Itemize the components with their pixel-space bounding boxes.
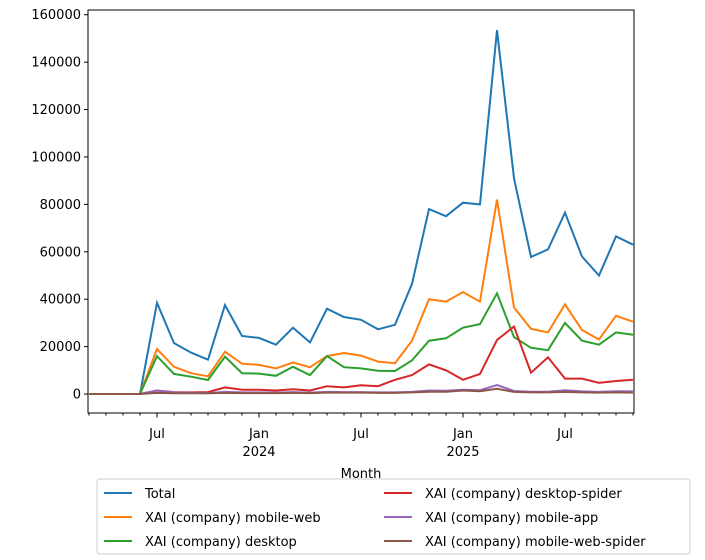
- x-axis-label: Month: [341, 467, 382, 482]
- y-tick-label: 0: [73, 388, 81, 403]
- legend-label-1: XAI (company) mobile-web: [145, 511, 321, 526]
- series-line-0: [89, 30, 634, 395]
- y-tick-label: 80000: [40, 198, 81, 213]
- x-tick-label: Jul: [148, 427, 165, 442]
- legend-label-0: Total: [144, 487, 175, 502]
- x-tick-year: 2024: [242, 445, 275, 460]
- x-tick-label: Jan: [452, 427, 473, 442]
- series-line-2: [89, 290, 634, 395]
- x-tick-label: Jul: [556, 427, 573, 442]
- y-tick-label: 20000: [40, 340, 81, 355]
- y-tick-label: 160000: [31, 8, 81, 23]
- y-tick-label: 100000: [31, 150, 81, 165]
- x-tick-label: Jul: [352, 427, 369, 442]
- y-tick-label: 140000: [31, 56, 81, 71]
- legend-label-4: XAI (company) mobile-app: [425, 511, 598, 526]
- x-tick-label: Jan: [248, 427, 269, 442]
- plot-frame: [87, 9, 635, 414]
- x-tick-year: 2025: [446, 445, 479, 460]
- series-line-1: [89, 199, 634, 395]
- y-tick-label: 60000: [40, 245, 81, 260]
- y-tick-label: 120000: [31, 103, 81, 118]
- legend-label-5: XAI (company) mobile-web-spider: [425, 535, 646, 550]
- series-line-5: [89, 387, 634, 395]
- legend-label-3: XAI (company) desktop-spider: [425, 487, 622, 502]
- legend-label-2: XAI (company) desktop: [145, 535, 297, 550]
- y-tick-label: 40000: [40, 293, 81, 308]
